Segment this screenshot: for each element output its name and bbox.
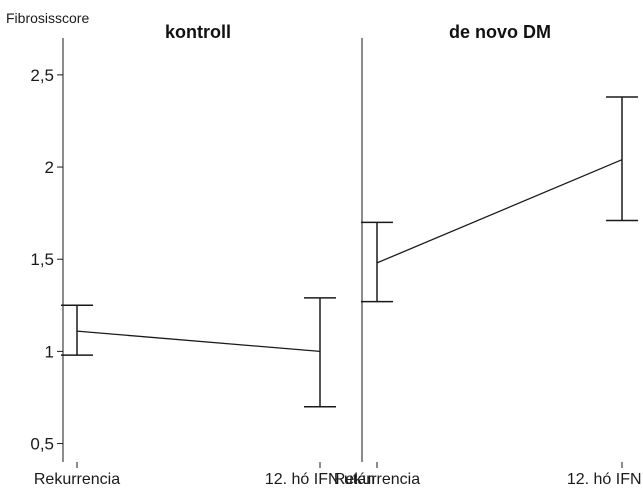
panel-1-mean-line <box>76 330 321 353</box>
panel-2-mean-line <box>376 159 623 264</box>
y-tick-label: 1,5 <box>30 250 54 269</box>
panel-1-x-tick-label: Rekurrencia <box>34 471 120 488</box>
y-tick-label: 2 <box>45 158 54 177</box>
panel-1-title: kontroll <box>165 22 231 42</box>
panel-2-title: de novo DM <box>449 22 551 42</box>
y-axis-label: Fibrosisscore <box>6 10 89 26</box>
y-tick-label: 0,5 <box>30 435 54 454</box>
panel-1-x-tick-label: 12. hó IFN után <box>265 471 375 488</box>
panel-2-x-tick-label: Rekurrencia <box>334 471 420 488</box>
y-tick-label: 1 <box>45 342 54 361</box>
y-tick-label: 2,5 <box>30 66 54 85</box>
panel-2-x-tick-label: 12. hó IFN után <box>567 471 643 488</box>
